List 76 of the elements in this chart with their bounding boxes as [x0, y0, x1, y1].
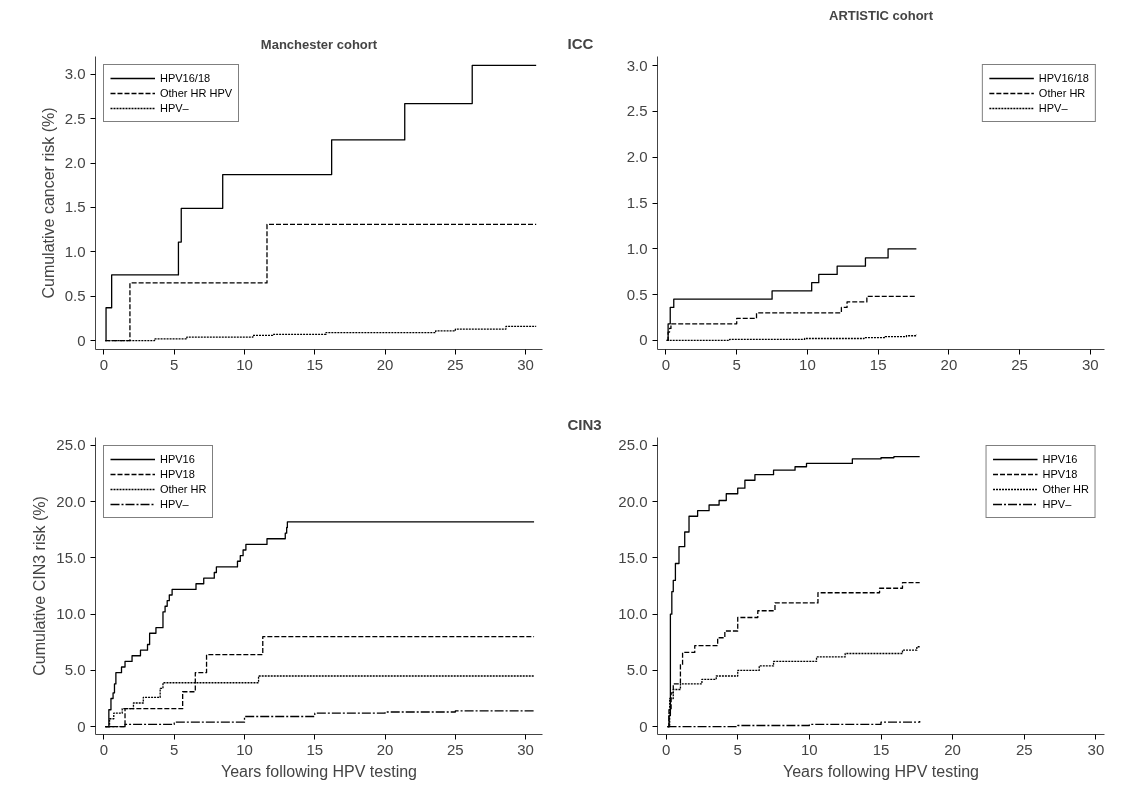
chart-title: Manchester cohort: [260, 36, 378, 52]
legend-label: HPV16: [1042, 452, 1078, 466]
y-tick-label: 1.0: [64, 242, 86, 260]
x-tick-label: 20: [376, 740, 394, 758]
legend-label: HPV18: [160, 467, 195, 481]
legend-label: HPV18: [1042, 467, 1078, 481]
y-tick-label: 0: [639, 717, 648, 735]
y-tick-label: 1.5: [626, 194, 648, 211]
x-tick-label: 15: [306, 740, 324, 758]
y-tick-label: 1.0: [626, 239, 648, 257]
legend-label: Other HR HPV: [160, 86, 233, 100]
legend-label: HPV16/18: [160, 71, 211, 85]
x-tick-label: 30: [517, 740, 534, 758]
x-tick-label: 30: [1082, 355, 1099, 373]
x-tick-label: 10: [799, 355, 816, 373]
x-tick-label: 15: [872, 740, 890, 758]
y-tick-label: 0: [77, 331, 86, 349]
y-tick-label: 5.0: [626, 661, 648, 679]
x-tick-label: 5: [170, 355, 179, 373]
legend-label: Other HR: [160, 482, 207, 496]
legend-label: Other HR: [1042, 482, 1089, 496]
x-tick-label: 10: [236, 355, 253, 373]
x-tick-label: 5: [170, 740, 179, 758]
x-tick-label: 0: [99, 740, 109, 758]
chart-title: ARTISTIC cohort: [829, 7, 934, 23]
y-tick-label: 15.0: [56, 548, 86, 566]
y-axis-title: Cumulative CIN3 risk (%): [31, 496, 49, 676]
y-tick-label: 25.0: [618, 436, 648, 454]
x-tick-label: 0: [661, 355, 671, 373]
y-tick-label: 3.0: [626, 56, 648, 74]
legend-label: HPV16/18: [1038, 71, 1089, 85]
y-tick-label: 10.0: [618, 605, 648, 623]
y-tick-label: 20.0: [618, 492, 648, 510]
x-tick-label: 15: [306, 355, 324, 373]
legend-label: HPV–: [160, 101, 189, 115]
y-tick-label: 0.5: [626, 285, 648, 303]
x-tick-label: 20: [940, 355, 958, 373]
y-tick-label: 2.0: [64, 154, 86, 172]
y-tick-label: 5.0: [64, 661, 86, 679]
y-tick-label: 3.0: [64, 65, 86, 83]
x-tick-label: 0: [99, 355, 109, 373]
legend-label: HPV–: [1042, 497, 1072, 511]
x-tick-label: 25: [1011, 355, 1028, 373]
x-tick-label: 25: [447, 740, 464, 758]
y-tick-label: 2.5: [626, 102, 648, 120]
x-tick-label: 15: [869, 355, 887, 373]
y-tick-label: 2.0: [626, 148, 648, 166]
x-tick-label: 20: [944, 740, 961, 758]
y-tick-label: 0: [639, 331, 648, 349]
legend-label: Other HR: [1038, 86, 1086, 100]
y-tick-label: 1.5: [64, 198, 86, 216]
y-tick-label: 20.0: [56, 492, 86, 510]
y-tick-label: 2.5: [64, 109, 86, 127]
x-tick-label: 5: [733, 740, 742, 758]
legend-label: HPV–: [160, 497, 189, 511]
x-axis-title: Years following HPV testing: [221, 762, 417, 780]
x-tick-label: 30: [1087, 740, 1105, 758]
y-tick-label: 10.0: [56, 605, 86, 623]
text: CIN3: [567, 415, 602, 433]
y-tick-label: 25.0: [56, 436, 86, 454]
x-tick-label: 10: [801, 740, 818, 758]
x-tick-label: 5: [732, 355, 741, 373]
x-tick-label: 0: [661, 740, 671, 758]
x-tick-label: 30: [517, 355, 534, 373]
y-tick-label: 0.5: [64, 287, 86, 305]
y-axis-title: Cumulative cancer risk (%): [39, 107, 57, 299]
y-tick-label: 0: [77, 717, 86, 735]
x-tick-label: 25: [1015, 740, 1033, 758]
x-tick-label: 10: [236, 740, 253, 758]
text: ICC: [567, 34, 594, 52]
x-axis-title: Years following HPV testing: [783, 762, 979, 780]
y-tick-label: 15.0: [618, 548, 648, 566]
x-tick-label: 25: [447, 355, 464, 373]
legend-label: HPV16: [160, 452, 195, 466]
x-tick-label: 20: [376, 355, 394, 373]
legend-label: HPV–: [1038, 101, 1068, 115]
